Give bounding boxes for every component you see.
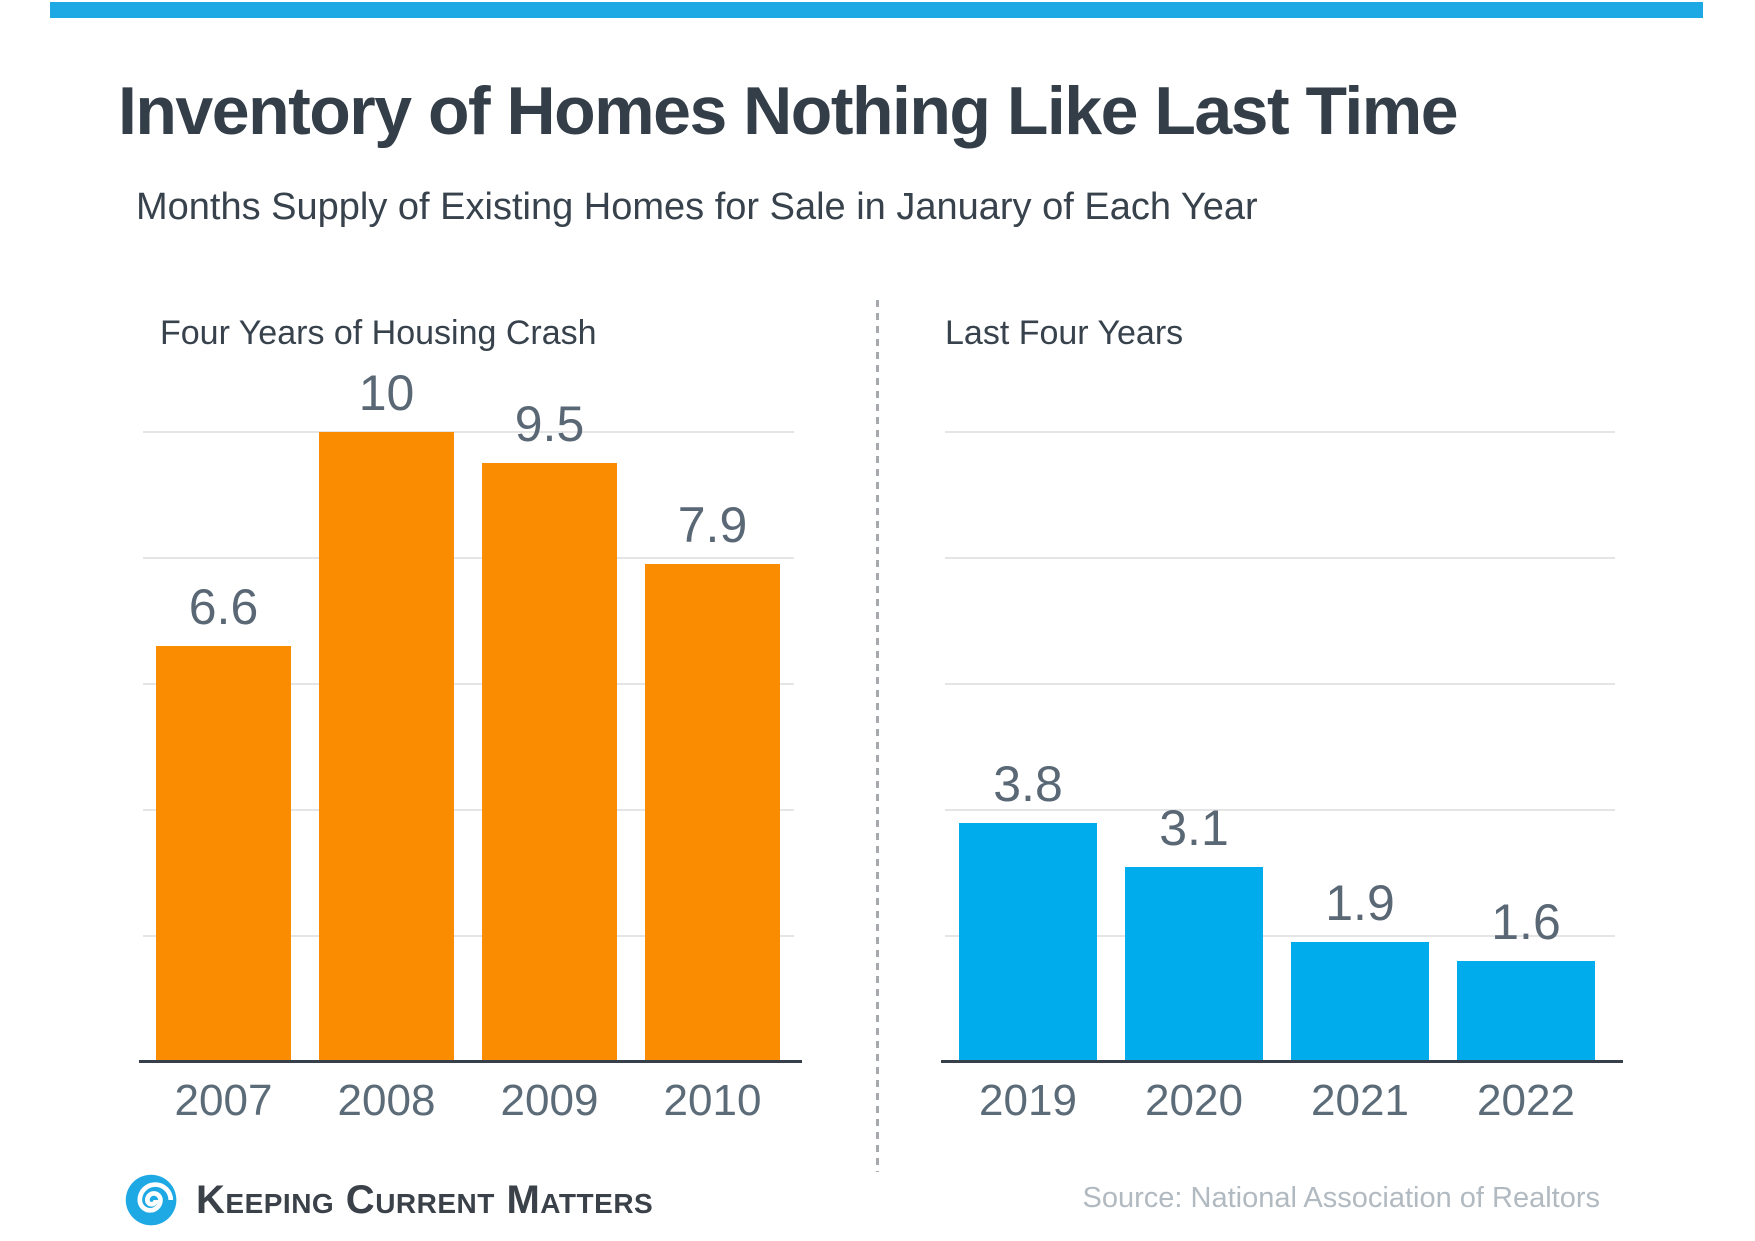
gridline-4 bbox=[143, 809, 794, 811]
x-axis-label-2021: 2021 bbox=[1311, 1076, 1409, 1125]
bar-2008 bbox=[319, 432, 454, 1062]
gridline-6 bbox=[945, 683, 1615, 685]
gridline-8 bbox=[945, 557, 1615, 559]
bar-2010 bbox=[645, 564, 780, 1062]
bar-value-label-2019: 3.8 bbox=[993, 756, 1063, 812]
chart-title-last-four-years: Last Four Years bbox=[945, 314, 1184, 352]
gridline-6 bbox=[143, 683, 794, 685]
x-axis-label-2022: 2022 bbox=[1477, 1076, 1575, 1125]
x-axis-label-2020: 2020 bbox=[1145, 1076, 1243, 1125]
x-axis-line bbox=[139, 1060, 802, 1063]
bar-value-label-2022: 1.6 bbox=[1491, 894, 1561, 950]
bar-2022 bbox=[1457, 961, 1595, 1062]
bar-2021 bbox=[1291, 942, 1429, 1062]
page-title: Inventory of Homes Nothing Like Last Tim… bbox=[118, 73, 1459, 149]
brand-name: Keeping Current Matters bbox=[196, 1177, 654, 1222]
bar-value-label-2009: 9.5 bbox=[514, 396, 585, 452]
chart-divider-dashed-line bbox=[876, 300, 879, 1172]
x-axis-label-2010: 2010 bbox=[663, 1076, 762, 1125]
brand-logo: Keeping Current Matters bbox=[122, 1168, 653, 1232]
bar-2009 bbox=[482, 463, 617, 1062]
kcm-swirl-icon bbox=[122, 1170, 182, 1230]
chart-title-housing-crash: Four Years of Housing Crash bbox=[160, 314, 597, 352]
bar-2007 bbox=[156, 646, 291, 1062]
bar-chart-housing-crash: 6.6 2007 10 2008 9.5 2009 7.9 2010 bbox=[139, 360, 802, 1125]
gridline-4 bbox=[945, 809, 1615, 811]
bar-value-label-2021: 1.9 bbox=[1325, 875, 1395, 931]
x-axis-label-2009: 2009 bbox=[500, 1076, 599, 1125]
x-axis-label-2019: 2019 bbox=[979, 1076, 1077, 1125]
gridline-8 bbox=[143, 557, 794, 559]
bar-value-label-2008: 10 bbox=[358, 365, 415, 421]
gridline-10 bbox=[945, 431, 1615, 433]
bar-value-label-2020: 3.1 bbox=[1159, 800, 1229, 856]
x-axis-label-2007: 2007 bbox=[174, 1076, 273, 1125]
accent-stripe bbox=[50, 2, 1703, 18]
bar-2019 bbox=[959, 823, 1097, 1062]
gridline-2 bbox=[945, 935, 1615, 937]
gridline-10 bbox=[143, 431, 794, 433]
bar-value-label-2007: 6.6 bbox=[188, 579, 259, 635]
bar-value-label-2010: 7.9 bbox=[677, 497, 748, 553]
source-attribution: Source: National Association of Realtors bbox=[1082, 1182, 1600, 1214]
page-subtitle: Months Supply of Existing Homes for Sale… bbox=[136, 186, 1258, 228]
bar-chart-last-four-years: 3.8 2019 3.1 2020 1.9 2021 1.6 2022 bbox=[941, 360, 1623, 1125]
x-axis-label-2008: 2008 bbox=[337, 1076, 436, 1125]
x-axis-line bbox=[941, 1060, 1623, 1063]
bar-2020 bbox=[1125, 867, 1263, 1062]
gridline-2 bbox=[143, 935, 794, 937]
